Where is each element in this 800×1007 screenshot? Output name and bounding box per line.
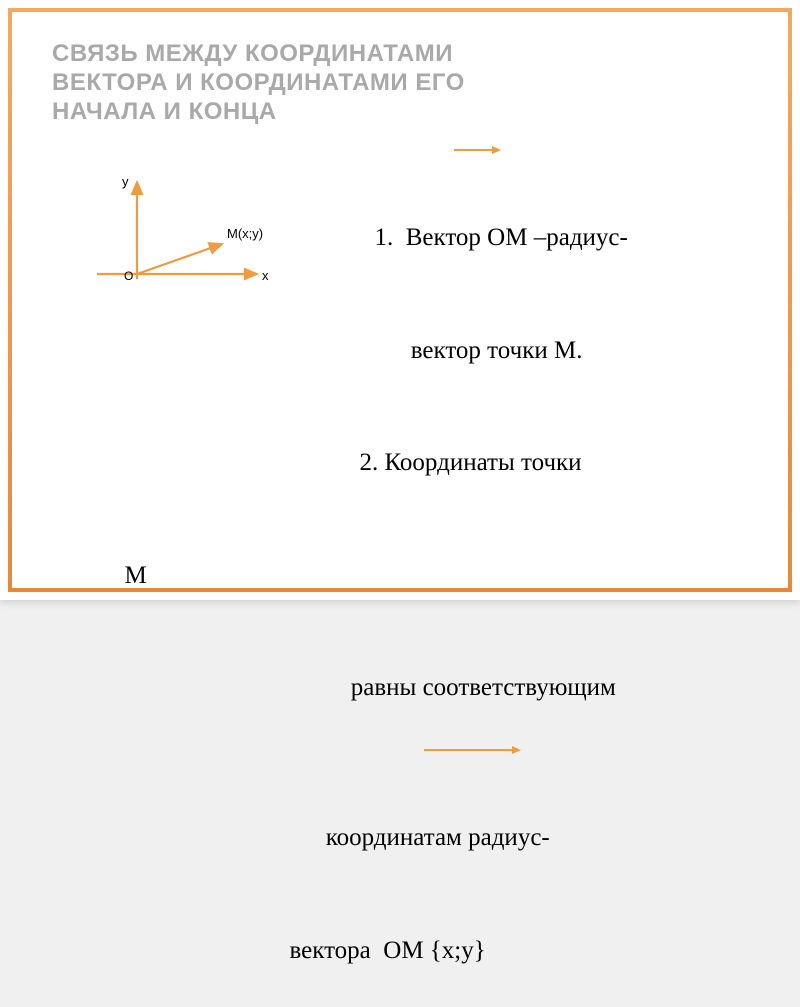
- line-4-text: М: [125, 562, 147, 589]
- line-1: 1. Вектор ОМ –радиус-: [52, 144, 748, 294]
- line-6-text: координатам радиус-: [320, 824, 550, 851]
- vector-arrow-icon: [452, 146, 502, 154]
- slide: СВЯЗЬ МЕЖДУ КООРДИНАТАМИ ВЕКТОРА И КООРД…: [0, 0, 800, 600]
- line-2-text: вектор точки М.: [405, 337, 583, 364]
- line-5: равны соответствующим: [52, 632, 748, 745]
- line-5-text: равны соответствующим: [345, 674, 616, 701]
- line-3: 2. Координаты точки: [52, 407, 748, 520]
- line-1-text: 1. Вектор ОМ –радиус-: [375, 224, 628, 251]
- page-title: СВЯЗЬ МЕЖДУ КООРДИНАТАМИ ВЕКТОРА И КООРД…: [52, 40, 748, 126]
- line-3-text: 2. Координаты точки: [360, 449, 582, 476]
- vector-arrow-icon: [422, 746, 522, 754]
- line-7: вектора ОМ {х;у}: [52, 894, 748, 1007]
- line-7-text: вектора ОМ {х;у}: [290, 937, 486, 964]
- content-area: у х М(х;у) О 1. Вектор ОМ –радиус- векто…: [52, 144, 748, 1007]
- line-4: М: [52, 519, 748, 632]
- line-2: вектор точки М.: [52, 294, 748, 407]
- body-text: 1. Вектор ОМ –радиус- вектор точки М. 2.…: [52, 144, 748, 1007]
- line-6: координатам радиус-: [52, 744, 748, 894]
- slide-inner: СВЯЗЬ МЕЖДУ КООРДИНАТАМИ ВЕКТОРА И КООРД…: [8, 8, 792, 592]
